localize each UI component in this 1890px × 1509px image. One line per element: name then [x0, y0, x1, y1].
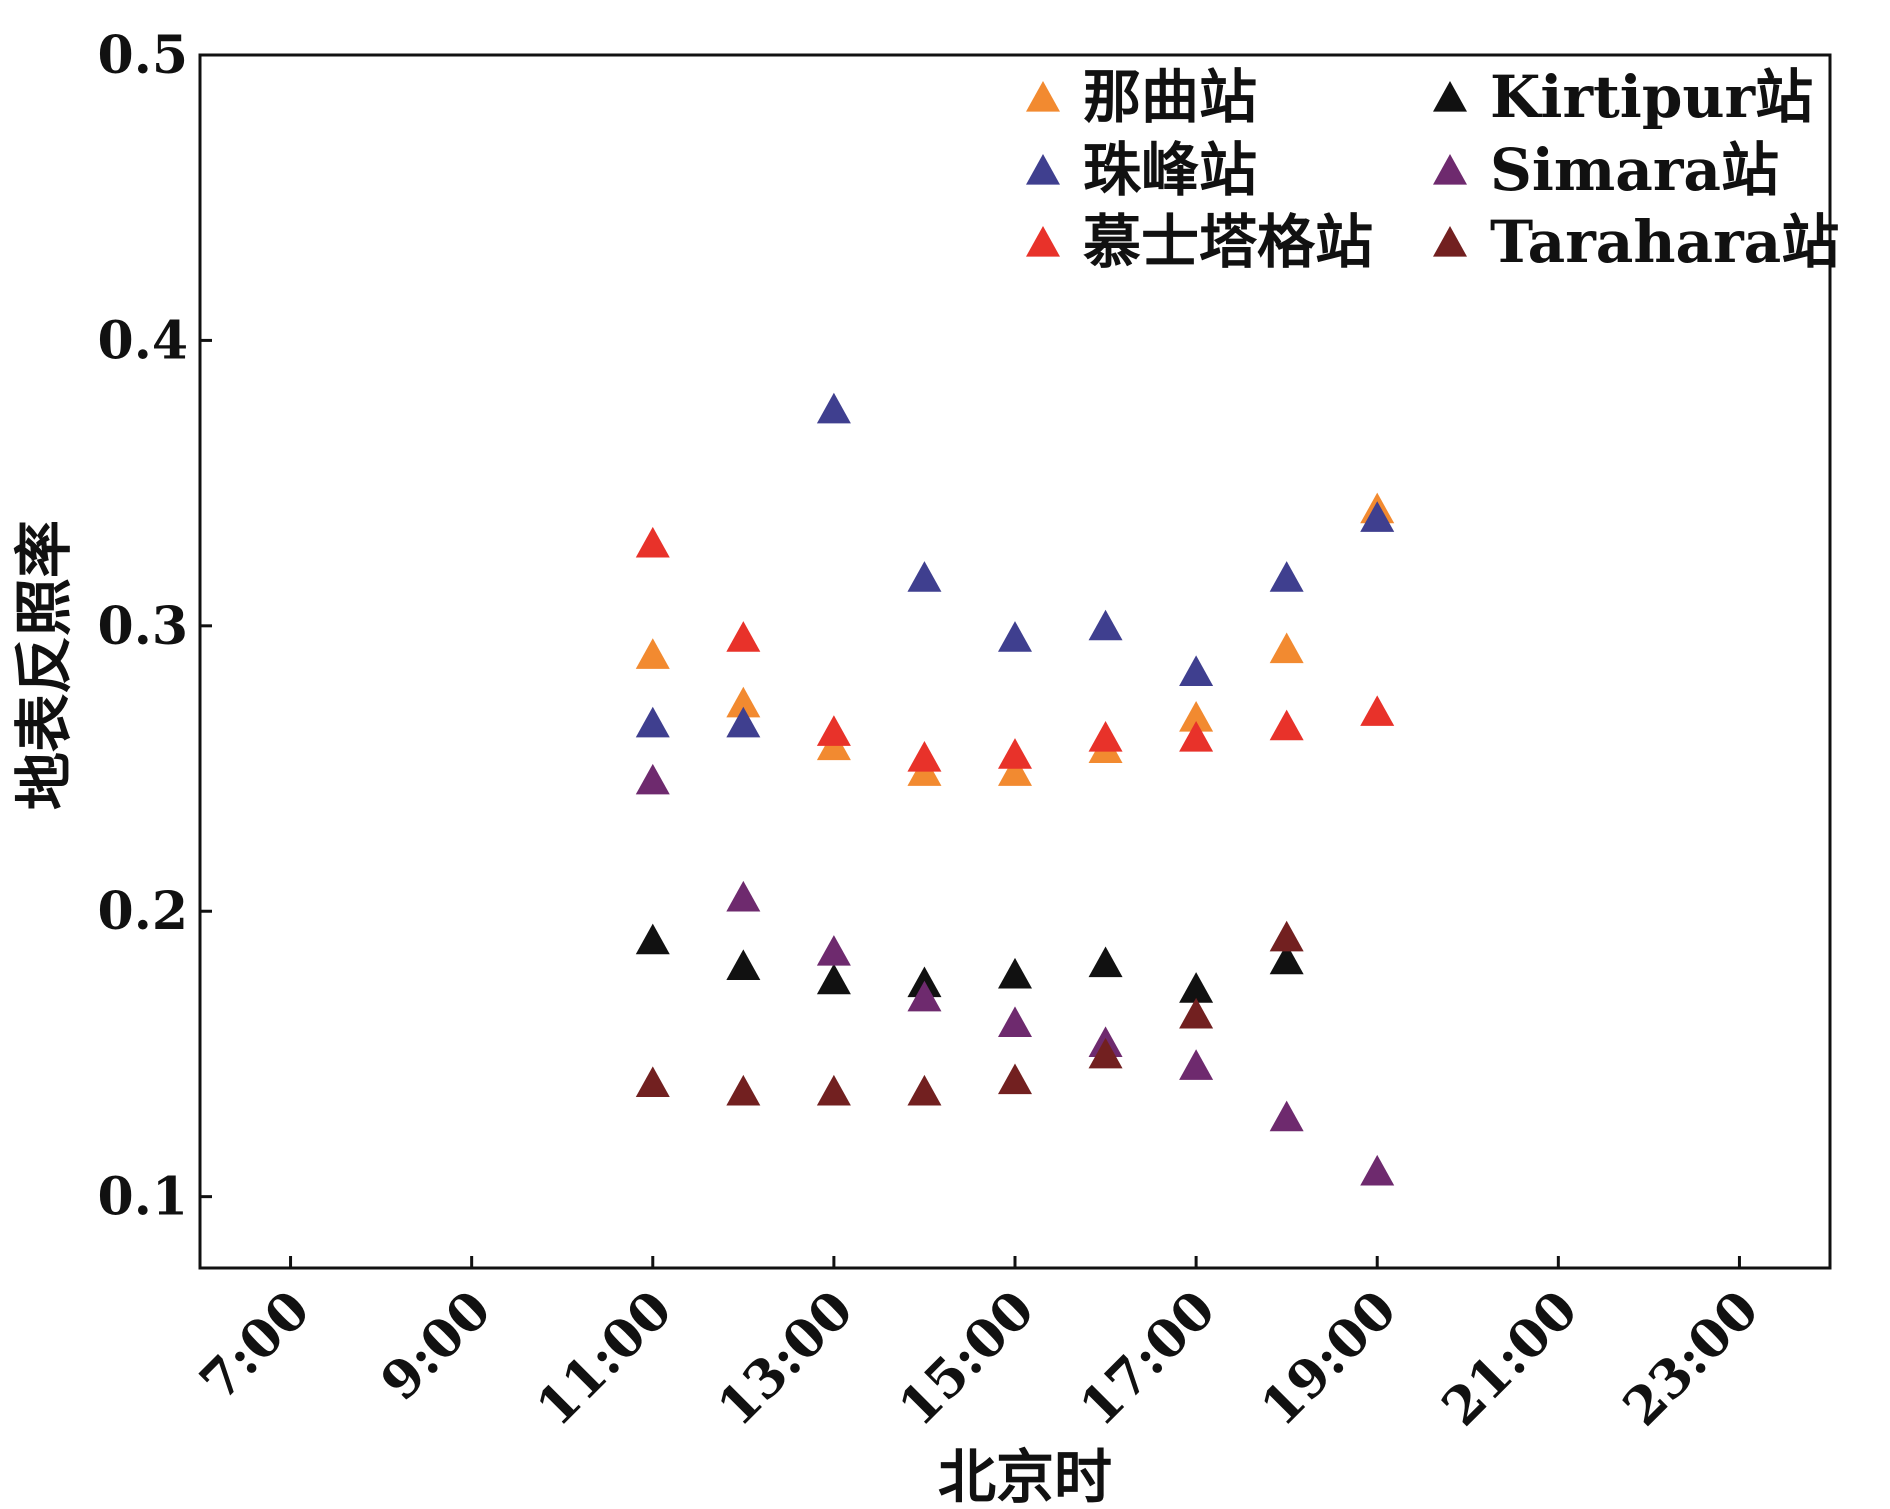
- data-point: [726, 686, 761, 718]
- data-point: [635, 638, 670, 669]
- y-tick-label: 0.5: [98, 25, 188, 86]
- data-point: [1088, 946, 1123, 978]
- x-tick-label: 17:00: [1068, 1279, 1227, 1438]
- data-point: [1360, 695, 1395, 726]
- y-tick-label: 0.1: [98, 1167, 188, 1228]
- x-tick-label: 9:00: [369, 1279, 502, 1412]
- data-point: [816, 963, 851, 995]
- y-axis-label: 地表反照率: [10, 520, 78, 810]
- data-point: [907, 561, 942, 592]
- x-tick-label: 7:00: [188, 1279, 321, 1412]
- data-point: [816, 1074, 851, 1106]
- data-point: [635, 923, 670, 955]
- x-axis: 7:00 9:00 11:00 13:00 15:00 17:00 19:00 21:00 23…: [188, 1256, 1771, 1438]
- series-4: [635, 763, 1395, 1186]
- data-point: [635, 1066, 670, 1097]
- data-point: [1269, 709, 1304, 741]
- series-1: [635, 392, 1395, 738]
- y-axis: 0.1 0.2 0.3 0.4 0.5: [98, 25, 212, 1228]
- data-point: [998, 1006, 1032, 1038]
- series-5: [635, 920, 1304, 1106]
- data-point: [998, 957, 1032, 989]
- data-point: [726, 621, 761, 652]
- data-point: [907, 980, 942, 1012]
- legend-marker: [1026, 81, 1060, 112]
- data-point: [726, 949, 761, 980]
- data-point: [998, 1063, 1032, 1095]
- data-point: [1179, 655, 1214, 686]
- data-point: [998, 738, 1032, 769]
- data-point: [726, 706, 761, 738]
- data-point: [1360, 501, 1395, 532]
- data-point: [1360, 1154, 1395, 1186]
- data-point: [635, 706, 670, 738]
- y-tick-label: 0.3: [98, 596, 188, 657]
- y-tick-label: 0.2: [98, 881, 188, 942]
- legend-label: Tarahara站: [1490, 208, 1839, 276]
- data-point: [726, 880, 761, 912]
- data-point: [1269, 632, 1304, 664]
- data-point: [635, 763, 670, 795]
- x-tick-label: 21:00: [1430, 1279, 1589, 1438]
- data-point: [1179, 701, 1214, 732]
- data-point: [635, 526, 670, 558]
- x-axis-label: 北京时: [938, 1443, 1112, 1509]
- x-tick-label: 13:00: [706, 1279, 865, 1438]
- legend-label: 珠峰站: [1083, 136, 1257, 204]
- data-point: [1269, 920, 1304, 952]
- legend-marker: [1026, 154, 1060, 185]
- series-3: [635, 923, 1304, 1003]
- legend-marker: [1026, 226, 1060, 257]
- y-tick-label: 0.4: [98, 310, 188, 371]
- data-point: [1179, 721, 1214, 752]
- data-point: [816, 935, 851, 966]
- data-point: [1269, 1100, 1304, 1132]
- legend-label: Kirtipur站: [1490, 63, 1813, 131]
- data-point: [907, 1074, 942, 1106]
- legend-label: 那曲站: [1083, 63, 1257, 131]
- data-point: [1269, 943, 1304, 975]
- data-points: [635, 392, 1395, 1186]
- x-tick-label: 19:00: [1249, 1279, 1408, 1438]
- x-tick-label: 11:00: [525, 1279, 684, 1438]
- data-point: [1179, 997, 1214, 1029]
- data-point: [816, 715, 851, 746]
- legend-marker: [1433, 81, 1467, 112]
- data-point: [1088, 609, 1123, 641]
- legend-marker: [1433, 154, 1467, 185]
- x-tick-label: 15:00: [887, 1279, 1046, 1438]
- legend-marker: [1433, 226, 1467, 257]
- data-point: [1179, 1049, 1214, 1080]
- data-point: [1088, 721, 1123, 752]
- data-point: [907, 740, 942, 772]
- legend-label: Simara站: [1490, 136, 1779, 204]
- series-2: [635, 526, 1395, 772]
- data-point: [726, 1074, 761, 1106]
- data-point: [816, 392, 851, 424]
- data-point: [998, 755, 1032, 786]
- x-tick-label: 23:00: [1612, 1279, 1771, 1438]
- legend-label: 慕士塔格站: [1083, 208, 1373, 276]
- data-point: [1269, 561, 1304, 592]
- data-point: [1179, 972, 1214, 1003]
- data-point: [1088, 1037, 1123, 1069]
- data-point: [998, 621, 1032, 652]
